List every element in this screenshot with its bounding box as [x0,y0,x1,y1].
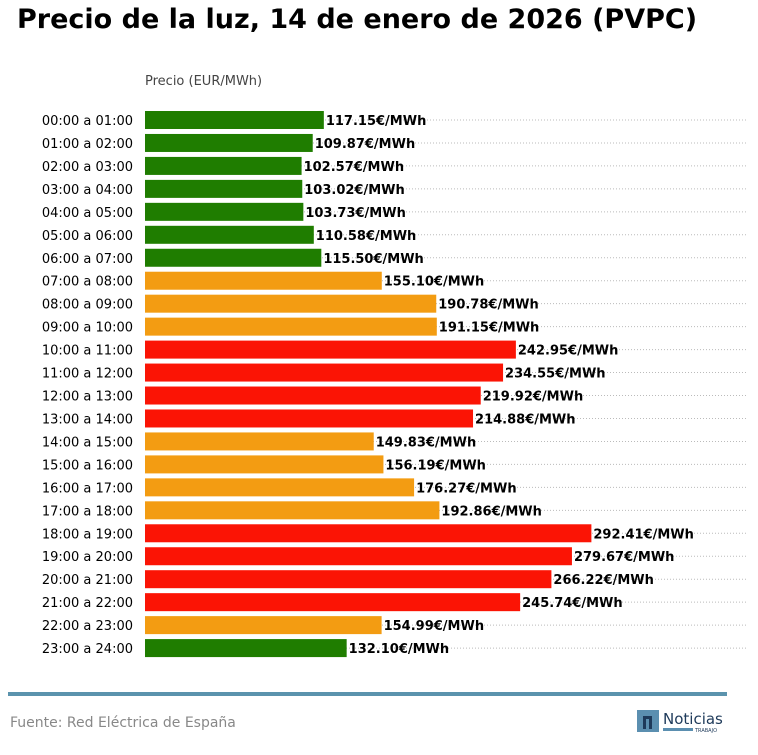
bar [145,248,322,267]
axis-label: Precio (EUR/MWh) [145,74,263,89]
category-label: 16:00 a 17:00 [42,481,133,496]
data-label: 191.15€/MWh [439,321,540,336]
data-label: 245.74€/MWh [522,596,623,611]
category-label: 15:00 a 16:00 [42,458,133,473]
data-label: 103.02€/MWh [304,183,405,198]
svg-text:TRABAJO: TRABAJO [694,728,717,734]
data-label: 149.83€/MWh [376,435,477,450]
category-label: 14:00 a 15:00 [42,435,133,450]
category-label: 03:00 a 04:00 [42,183,133,198]
bar [145,409,474,428]
bar [145,133,313,152]
bar [145,363,504,382]
category-label: 19:00 a 20:00 [42,550,133,565]
category-label: 11:00 a 12:00 [42,367,133,382]
bar [145,570,552,589]
bar [145,111,324,129]
noticias-trabajo-logo: Noticias TRABAJO [637,710,723,734]
source-text: Fuente: Red Eléctrica de España [10,715,236,731]
category-label: 21:00 a 22:00 [42,596,133,611]
bar [145,340,516,359]
data-label: 242.95€/MWh [518,344,619,359]
data-label: 214.88€/MWh [475,412,575,427]
data-label: 109.87€/MWh [315,137,416,152]
category-label: 13:00 a 14:00 [42,412,133,427]
data-label: 156.19€/MWh [385,458,486,473]
chart-title: Precio de la luz, 14 de enero de 2026 (P… [17,4,698,35]
bar-chart: 00:00 a 01:00 117.15€/MWh 01:00 a 02:00 109… [42,111,748,658]
category-label: 08:00 a 09:00 [42,298,133,313]
bar [145,432,374,451]
category-label: 09:00 a 10:00 [42,321,133,336]
category-label: 06:00 a 07:00 [42,252,133,267]
bar [145,225,314,244]
data-label: 234.55€/MWh [505,367,606,382]
data-label: 115.50€/MWh [323,252,424,267]
bar [145,271,382,290]
category-label: 07:00 a 08:00 [42,275,133,290]
category-label: 12:00 a 13:00 [42,390,133,405]
data-label: 219.92€/MWh [483,390,583,405]
data-label: 154.99€/MWh [384,619,485,634]
data-label: 103.73€/MWh [305,206,406,221]
category-label: 04:00 a 05:00 [42,206,133,221]
bar [145,156,302,175]
data-label: 192.86€/MWh [441,504,541,519]
category-label: 00:00 a 01:00 [42,114,133,129]
bar [145,202,304,221]
category-label: 18:00 a 19:00 [42,527,133,542]
category-label: 22:00 a 23:00 [42,619,133,634]
category-label: 17:00 a 18:00 [42,504,133,519]
data-label: 266.22€/MWh [553,573,654,588]
data-label: 117.15€/MWh [326,114,427,129]
data-label: 110.58€/MWh [316,229,417,244]
footer-divider [8,692,727,696]
data-label: 190.78€/MWh [438,298,538,313]
bar [145,317,437,336]
category-label: 01:00 a 02:00 [42,137,133,152]
bar [145,524,592,543]
data-label: 279.67€/MWh [574,550,675,565]
category-label: 23:00 a 24:00 [42,642,133,657]
category-label: 05:00 a 06:00 [42,229,133,244]
category-label: 20:00 a 21:00 [42,573,133,588]
bar [145,639,347,658]
svg-text:Noticias: Noticias [663,710,723,728]
bar [145,547,572,566]
bar [145,386,481,405]
bar [145,478,415,497]
bar [145,616,382,635]
data-label: 155.10€/MWh [384,275,485,290]
data-label: 102.57€/MWh [304,160,405,175]
data-label: 132.10€/MWh [349,642,450,657]
bar [145,179,303,198]
bar [145,294,437,313]
data-label: 292.41€/MWh [593,527,694,542]
category-label: 02:00 a 03:00 [42,160,133,175]
category-label: 10:00 a 11:00 [42,344,133,359]
bar [145,455,384,474]
bar [145,593,521,612]
data-label: 176.27€/MWh [416,481,517,496]
bar [145,501,440,520]
